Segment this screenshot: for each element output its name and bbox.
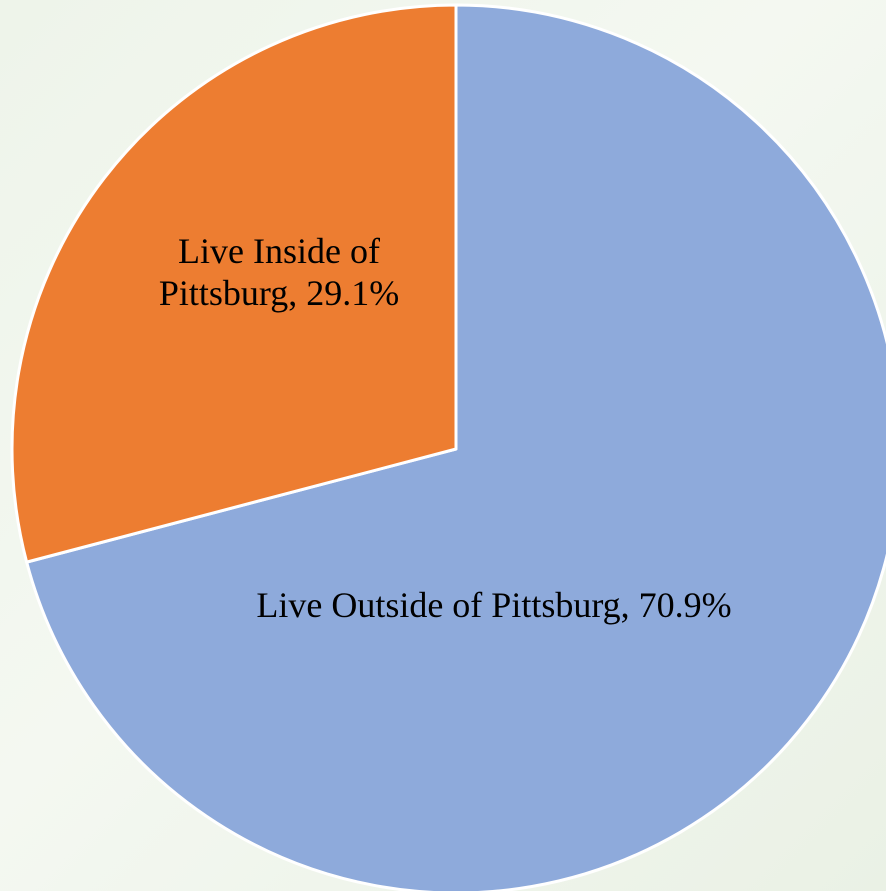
data-label-line: Live Outside of Pittsburg, 70.9% — [256, 585, 731, 625]
pie-data-labels: Live Outside of Pittsburg, 70.9% Live Ins… — [159, 231, 732, 625]
data-label-line: Pittsburg, 29.1% — [159, 273, 399, 313]
pie-slice-inside — [10, 3, 458, 564]
pie-slices — [10, 3, 886, 891]
data-label-inside: Live Inside of Pittsburg, 29.1% — [159, 231, 399, 313]
data-label-line: Live Inside of — [178, 231, 380, 271]
data-label-outside: Live Outside of Pittsburg, 70.9% — [256, 585, 731, 625]
